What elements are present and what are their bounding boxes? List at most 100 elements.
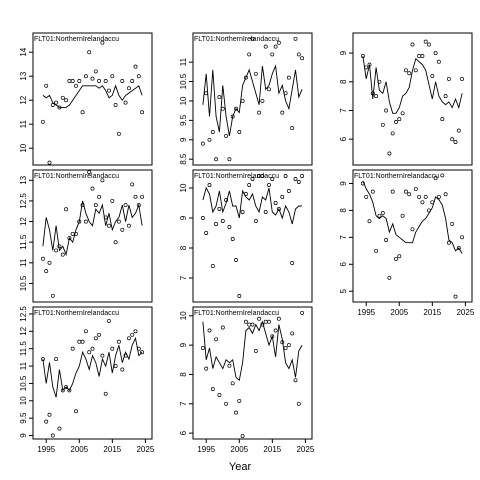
y-tick-label: 10 bbox=[179, 311, 188, 320]
data-point bbox=[423, 194, 428, 199]
data-point bbox=[120, 227, 125, 232]
y-tick-label: 7 bbox=[179, 401, 188, 406]
data-point bbox=[67, 79, 72, 83]
y-tick-label: 9.5 bbox=[179, 114, 188, 126]
data-point bbox=[120, 367, 125, 372]
y-tick-label: 12 bbox=[19, 326, 28, 335]
data-point bbox=[273, 44, 278, 49]
series-line bbox=[202, 64, 303, 136]
data-point bbox=[453, 140, 458, 144]
data-point bbox=[67, 236, 72, 241]
data-point bbox=[403, 68, 408, 73]
panel-frame bbox=[192, 32, 313, 166]
data-point bbox=[110, 198, 115, 203]
data-point bbox=[374, 248, 379, 253]
data-point bbox=[133, 64, 138, 69]
y-tick-label: 12.5 bbox=[19, 306, 28, 322]
data-point bbox=[210, 387, 215, 392]
data-point bbox=[214, 222, 219, 226]
data-point bbox=[293, 378, 298, 383]
data-point bbox=[397, 117, 402, 122]
data-point bbox=[60, 388, 65, 393]
data-point bbox=[140, 350, 145, 355]
panel-title: FLT01:NorthernIrelandaccu bbox=[34, 310, 119, 317]
data-point bbox=[273, 201, 278, 205]
y-tick-label: 10.5 bbox=[19, 375, 28, 391]
data-point bbox=[410, 42, 415, 47]
panel-frame bbox=[352, 32, 473, 166]
x-tick-label: 2005 bbox=[70, 445, 88, 454]
data-point bbox=[90, 186, 95, 191]
data-point bbox=[204, 231, 209, 235]
data-point bbox=[83, 219, 88, 224]
data-point bbox=[107, 318, 111, 323]
y-tick-label: 8 bbox=[339, 208, 348, 213]
data-point bbox=[237, 294, 242, 298]
data-point bbox=[50, 103, 55, 107]
data-point bbox=[400, 111, 405, 116]
data-point bbox=[456, 246, 461, 251]
data-point bbox=[93, 203, 98, 208]
data-point bbox=[460, 76, 465, 81]
data-point bbox=[67, 388, 72, 393]
data-point bbox=[70, 346, 75, 351]
data-point bbox=[60, 252, 65, 257]
data-point bbox=[77, 79, 82, 83]
data-point bbox=[270, 52, 275, 57]
data-point bbox=[394, 256, 398, 261]
data-point bbox=[263, 210, 268, 214]
data-point bbox=[283, 91, 288, 96]
data-point bbox=[90, 76, 95, 81]
data-point bbox=[240, 434, 245, 439]
y-tick-label: 11.5 bbox=[19, 234, 28, 250]
data-point bbox=[237, 130, 242, 134]
y-tick-label: 8 bbox=[339, 79, 348, 84]
data-point bbox=[360, 181, 365, 186]
panel-8: FLT01:NorthernIrelandaccu 6 7 8 9 10 1995 2005 2… bbox=[179, 306, 315, 454]
data-point bbox=[44, 83, 49, 88]
y-tick-label: 11.5 bbox=[19, 341, 28, 357]
data-point bbox=[47, 412, 52, 417]
y-tick-label: 7 bbox=[179, 275, 188, 280]
data-point bbox=[286, 189, 291, 193]
data-point bbox=[200, 141, 205, 146]
data-point bbox=[60, 95, 65, 100]
data-point bbox=[367, 219, 372, 224]
y-tick-label: 8 bbox=[179, 372, 188, 377]
data-point bbox=[450, 137, 455, 142]
y-tick-label: 9 bbox=[339, 181, 348, 186]
data-point bbox=[413, 68, 418, 73]
data-point bbox=[436, 59, 441, 64]
data-point bbox=[257, 110, 262, 115]
y-tick-label: 8.5 bbox=[179, 153, 188, 165]
y-tick-label: 11 bbox=[19, 258, 28, 267]
y-tick-label: 11 bbox=[19, 361, 28, 370]
data-point bbox=[116, 131, 121, 136]
data-point bbox=[224, 133, 229, 138]
panel-frame bbox=[32, 306, 153, 440]
data-point bbox=[113, 364, 118, 369]
data-point bbox=[250, 177, 255, 181]
data-point bbox=[387, 151, 392, 156]
data-point bbox=[93, 336, 98, 341]
data-point bbox=[400, 213, 405, 218]
panel-7: FLT01:NorthernIrelandaccu 9 9.5 10 10.5 11 11.… bbox=[19, 306, 155, 454]
data-point bbox=[207, 328, 212, 333]
data-point bbox=[230, 381, 235, 386]
data-point bbox=[126, 86, 131, 91]
panel-title: FLT01:NorthernIrelandaccu bbox=[354, 173, 439, 180]
y-tick-label: 6 bbox=[339, 262, 348, 267]
data-point bbox=[394, 120, 398, 124]
y-tick-label: 9 bbox=[179, 342, 188, 347]
panel-title: FLT01:NorthernIrelandaccu bbox=[194, 173, 279, 180]
data-point bbox=[110, 74, 115, 79]
x-tick-label: 2015 bbox=[423, 308, 441, 317]
data-point bbox=[103, 79, 108, 83]
y-tick-label: 9 bbox=[179, 215, 188, 220]
data-point bbox=[250, 322, 255, 327]
data-point bbox=[136, 203, 141, 208]
data-point bbox=[133, 329, 138, 334]
panel-title: FLT01:NorthernIrelandaccu bbox=[34, 173, 119, 180]
data-point bbox=[290, 331, 295, 336]
data-point bbox=[260, 322, 265, 327]
